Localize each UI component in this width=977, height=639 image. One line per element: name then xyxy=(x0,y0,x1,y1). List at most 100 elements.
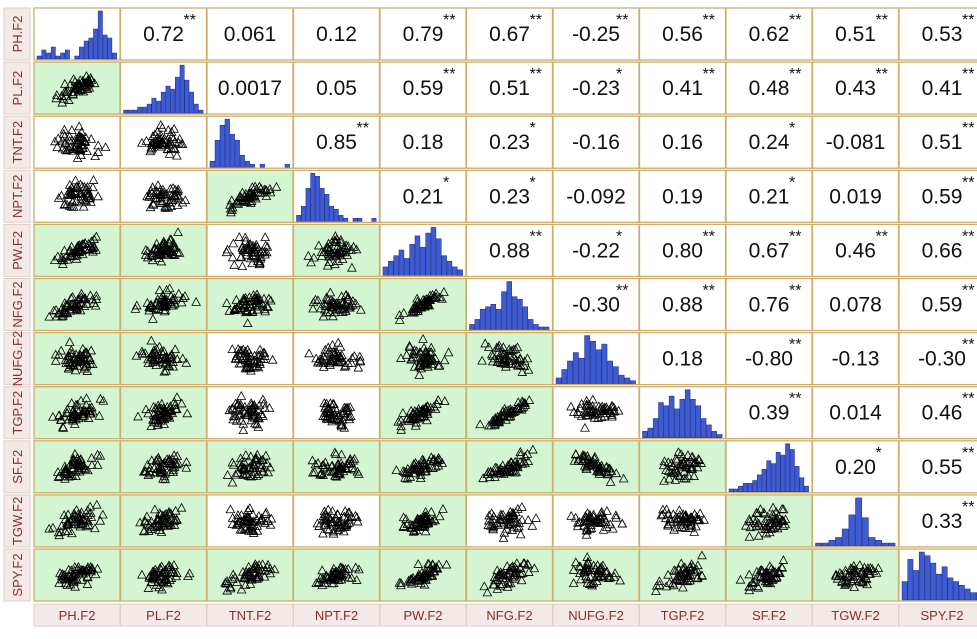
scatter-point xyxy=(158,576,168,586)
scatter-point xyxy=(671,453,681,463)
scatter-point xyxy=(683,573,694,583)
scatter-point xyxy=(156,137,167,147)
histogram-bar xyxy=(913,570,919,601)
scatter-point xyxy=(246,400,257,409)
correlation-value: 0.21 xyxy=(749,185,790,208)
panel-frame xyxy=(465,7,554,61)
correlation-panel-ph-f2-sf-f2: 0.62** xyxy=(725,7,813,61)
scatter-point xyxy=(431,288,441,298)
scatter-point xyxy=(334,413,345,423)
scatter-point xyxy=(699,514,709,524)
scatter-point xyxy=(485,472,495,482)
scatter-point xyxy=(83,238,94,248)
histogram-bar xyxy=(495,309,502,330)
scatter-point xyxy=(160,191,171,201)
scatter-point xyxy=(64,471,74,481)
histogram-bar xyxy=(567,360,573,384)
scatter-point xyxy=(169,293,180,302)
scatter-point xyxy=(256,513,267,523)
scatter-point xyxy=(863,566,874,575)
scatter-point xyxy=(580,422,590,432)
scatter-point xyxy=(168,195,178,204)
histogram-bar xyxy=(501,291,507,330)
scatter-point xyxy=(155,192,166,202)
scatter-point xyxy=(152,126,163,136)
scatter-point xyxy=(510,570,520,580)
histogram-bar xyxy=(590,340,596,384)
panel-frame xyxy=(725,223,813,278)
scatter-point xyxy=(158,511,168,521)
scatter-point xyxy=(263,293,274,303)
scatter-point xyxy=(153,463,164,472)
scatter-point xyxy=(234,516,245,526)
scatter-point xyxy=(582,524,592,534)
scatter-point xyxy=(156,403,167,413)
scatter-point xyxy=(170,505,181,515)
histogram-bar xyxy=(127,109,133,114)
scatter-point xyxy=(512,503,523,513)
scatter-point xyxy=(66,528,77,538)
row-label: TGP.F2 xyxy=(10,391,25,435)
scatter-point xyxy=(67,292,78,301)
scatter-panel-tgw-f2-tgp-f2 xyxy=(638,494,727,548)
scatter-point xyxy=(171,571,182,581)
scatter-point xyxy=(59,245,70,255)
significance-stars: * xyxy=(789,120,795,137)
histogram-bar xyxy=(214,139,220,168)
correlation-panel-npt-f2-tgw-f2: 0.019 xyxy=(811,169,900,223)
row-label-ph-f2: PH.F2 xyxy=(3,7,31,61)
scatter-point xyxy=(248,240,258,250)
scatter-point xyxy=(61,572,72,581)
scatter-point xyxy=(163,410,174,419)
scatter-point xyxy=(336,449,347,459)
scatter-point xyxy=(306,257,316,267)
scatter-panel-nufg-f2-nfg-f2 xyxy=(465,331,554,386)
scatter-point xyxy=(503,578,514,588)
histogram-bar xyxy=(310,173,316,222)
scatter-point xyxy=(495,414,506,423)
scatter-point xyxy=(316,468,327,478)
scatter-point xyxy=(510,404,521,414)
scatter-point xyxy=(393,416,404,426)
scatter-point xyxy=(329,570,340,580)
scatter-point xyxy=(62,408,73,418)
scatter-panel-tgw-f2-nufg-f2 xyxy=(552,494,640,548)
scatter-point xyxy=(81,360,92,370)
panel-frame xyxy=(465,115,554,169)
scatter-point xyxy=(617,518,628,528)
scatter-point xyxy=(512,403,523,412)
scatter-point xyxy=(570,449,581,458)
scatter-point xyxy=(430,404,441,413)
scatter-point xyxy=(673,447,684,457)
scatter-point xyxy=(321,307,332,317)
scatter-point xyxy=(160,474,171,484)
scatter-point xyxy=(686,452,697,462)
row-label-pl-f2: PL.F2 xyxy=(3,61,31,115)
scatter-point xyxy=(85,501,96,511)
scatter-point xyxy=(168,239,179,249)
scatter-point xyxy=(59,199,70,209)
scatter-point xyxy=(508,351,519,361)
scatter-point xyxy=(692,573,703,583)
scatter-point xyxy=(832,573,843,583)
scatter-point xyxy=(164,412,175,422)
scatter-point xyxy=(146,335,157,345)
scatter-point xyxy=(147,573,158,582)
histogram-bar xyxy=(815,542,823,547)
histogram-bar xyxy=(533,324,539,330)
correlation-panel-tgp-f2-tgw-f2: 0.014 xyxy=(811,386,900,440)
histogram-bar xyxy=(60,52,66,60)
histogram-bar xyxy=(343,218,349,222)
scatter-point xyxy=(177,353,188,363)
scatter-point xyxy=(90,151,101,161)
scatter-point xyxy=(242,240,253,250)
scatter-point xyxy=(259,351,270,360)
histogram-bar xyxy=(229,133,235,168)
histogram-bar xyxy=(953,581,959,601)
panel-frame xyxy=(898,440,977,494)
histogram-panel-spy-f2-spy-f2 xyxy=(898,548,977,602)
scatter-point xyxy=(178,293,188,302)
histogram-bar xyxy=(618,374,625,384)
scatter-point xyxy=(158,513,169,523)
row-label-tgw-f2: TGW.F2 xyxy=(3,494,31,548)
